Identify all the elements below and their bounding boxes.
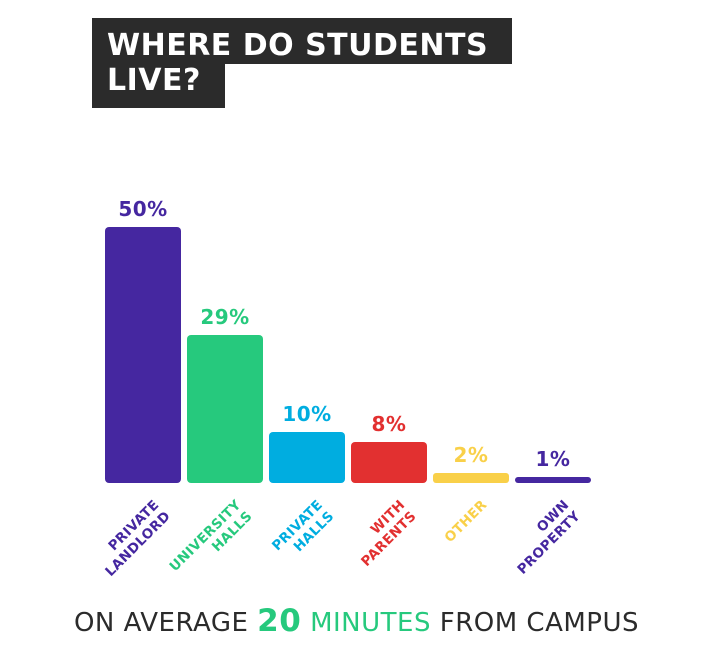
bar-value-label: 29% [200, 305, 250, 329]
bar [515, 477, 591, 483]
category-cell: PRIVATE HALLS [269, 483, 345, 611]
footer-suffix-text: FROM CAMPUS [439, 608, 640, 638]
bar-group: 50% [105, 188, 181, 483]
bar-value-label: 1% [535, 447, 571, 471]
bar-group: 8% [351, 188, 427, 483]
category-cell: OTHER [433, 483, 509, 611]
bar-value-label: 50% [118, 197, 168, 221]
bars-container: 50% 29% 10% 8% 2% 1% [105, 188, 591, 483]
category-labels-row: PRIVATE LANDLORD UNIVERSITY HALLS PRIVATE … [102, 483, 591, 611]
footer-highlight-unit: MINUTES [310, 608, 431, 638]
category-label: WITH PARENTS [358, 497, 420, 571]
category-label: OWN PROPERTY [514, 497, 584, 578]
bar [433, 473, 509, 483]
bar-value-label: 2% [453, 443, 489, 467]
category-label: PRIVATE LANDLORD [102, 497, 174, 580]
page-title-line-2: LIVE? [92, 63, 225, 108]
bar [187, 335, 263, 483]
category-cell: WITH PARENTS [351, 483, 427, 611]
bar-group: 2% [433, 188, 509, 483]
bar-value-label: 10% [282, 402, 332, 426]
bar-group: 1% [515, 188, 591, 483]
bar-value-label: 8% [371, 412, 407, 436]
category-label: PRIVATE HALLS [269, 497, 338, 556]
bar [269, 432, 345, 483]
page-title-line-1: WHERE DO STUDENTS [92, 18, 513, 64]
footer-prefix-text: ON AVERAGE [73, 608, 249, 638]
category-cell: UNIVERSITY HALLS [166, 483, 263, 611]
category-cell: OWN PROPERTY [514, 483, 591, 611]
title-block: WHERE DO STUDENTS LIVE? [92, 18, 513, 108]
category-cell: PRIVATE LANDLORD [102, 483, 181, 611]
bar-group: 10% [269, 188, 345, 483]
bar-group: 29% [187, 188, 263, 483]
footer-highlight-number: 20 [257, 603, 302, 639]
category-label: OTHER [441, 497, 491, 546]
bar [351, 442, 427, 483]
bar [105, 227, 181, 483]
footer-caption: ON AVERAGE 20 MINUTES FROM CAMPUS [0, 603, 713, 639]
